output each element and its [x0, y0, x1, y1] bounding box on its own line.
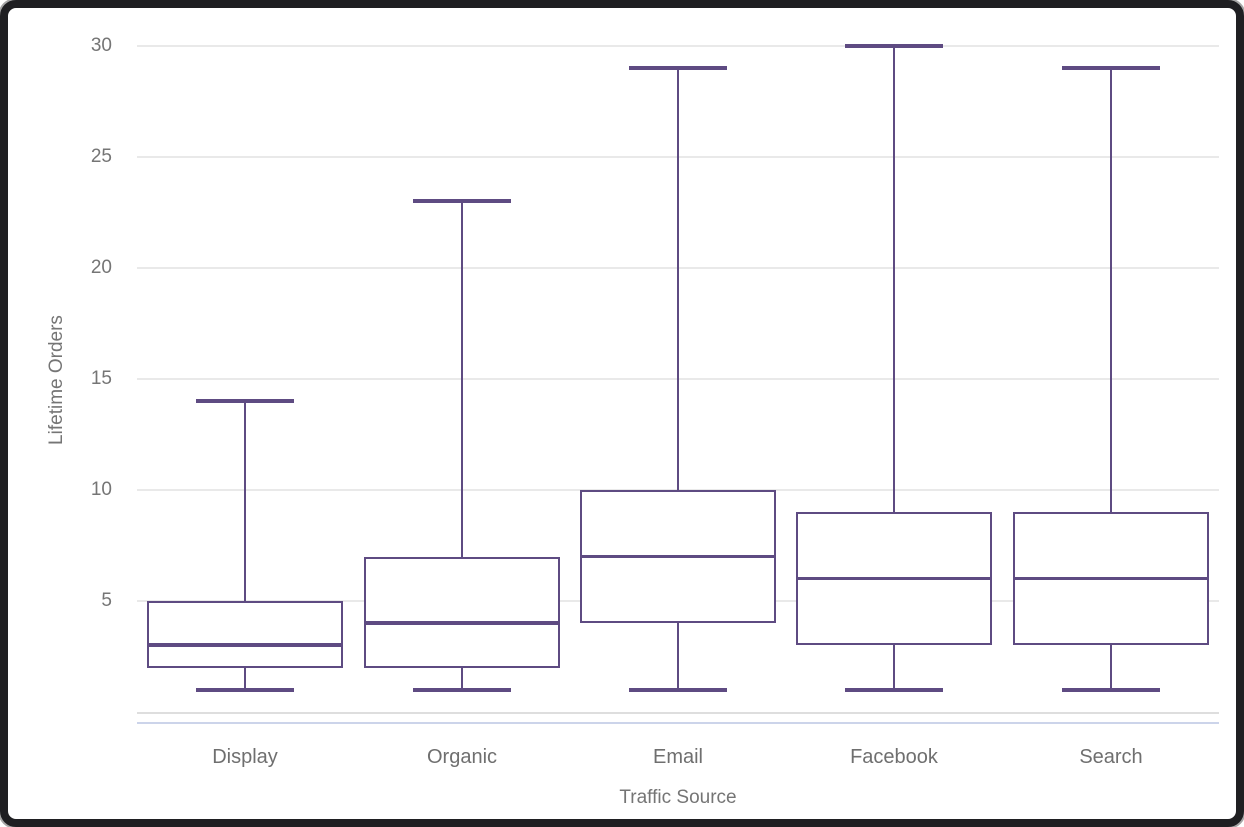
whisker-upper-display[interactable]	[244, 401, 246, 601]
y-tick-label-25: 25	[90, 146, 112, 167]
x-axis-title: Traffic Source	[619, 787, 737, 808]
whisker-cap-min-email[interactable]	[629, 687, 727, 692]
y-tick-label-20: 20	[90, 257, 112, 278]
whisker-cap-max-display[interactable]	[196, 399, 294, 404]
whisker-upper-search[interactable]	[1110, 68, 1112, 513]
x-tick-label-search: Search	[1079, 746, 1143, 768]
whisker-cap-max-organic[interactable]	[413, 199, 511, 204]
whisker-lower-search[interactable]	[1110, 645, 1112, 690]
x-tick-label-organic: Organic	[426, 746, 498, 768]
median-search[interactable]	[1013, 576, 1209, 581]
median-email[interactable]	[580, 554, 776, 559]
whisker-upper-facebook[interactable]	[893, 46, 895, 513]
x-tick-label-display: Display	[212, 746, 278, 768]
whisker-lower-facebook[interactable]	[893, 645, 895, 690]
whisker-lower-display[interactable]	[244, 667, 246, 690]
median-facebook[interactable]	[796, 576, 992, 581]
whisker-cap-max-search[interactable]	[1062, 66, 1160, 71]
whisker-cap-min-organic[interactable]	[413, 687, 511, 692]
y-tick-label-30: 30	[90, 35, 112, 56]
whisker-upper-organic[interactable]	[461, 201, 463, 557]
box-organic[interactable]	[364, 556, 560, 668]
whisker-lower-email[interactable]	[677, 623, 679, 690]
whisker-cap-min-search[interactable]	[1062, 687, 1160, 692]
whisker-lower-organic[interactable]	[461, 667, 463, 690]
median-organic[interactable]	[364, 621, 560, 625]
whisker-cap-max-facebook[interactable]	[845, 44, 943, 48]
y-tick-label-5: 5	[101, 590, 112, 611]
plot-area: 5 10 15 20 25 30 Display Organic Email Facebook Se…	[8, 8, 1236, 819]
whisker-cap-max-email[interactable]	[629, 66, 727, 71]
y-tick-label-10: 10	[90, 479, 112, 500]
x-tick-label-facebook: Facebook	[850, 746, 938, 768]
x-axis-accent-line	[137, 722, 1219, 724]
x-axis-line	[137, 712, 1219, 714]
gridline-y-30	[137, 45, 1219, 47]
whisker-cap-min-display[interactable]	[196, 687, 294, 692]
whisker-cap-min-facebook[interactable]	[845, 687, 943, 692]
x-tick-label-email: Email	[652, 746, 703, 768]
y-tick-label-15: 15	[90, 368, 112, 389]
whisker-upper-email[interactable]	[677, 68, 679, 490]
median-display[interactable]	[147, 643, 343, 647]
box-display[interactable]	[147, 601, 343, 668]
boxplot-chart: Lifetime Orders 5 10 15 20 25 30 Display Organi…	[8, 8, 1236, 819]
